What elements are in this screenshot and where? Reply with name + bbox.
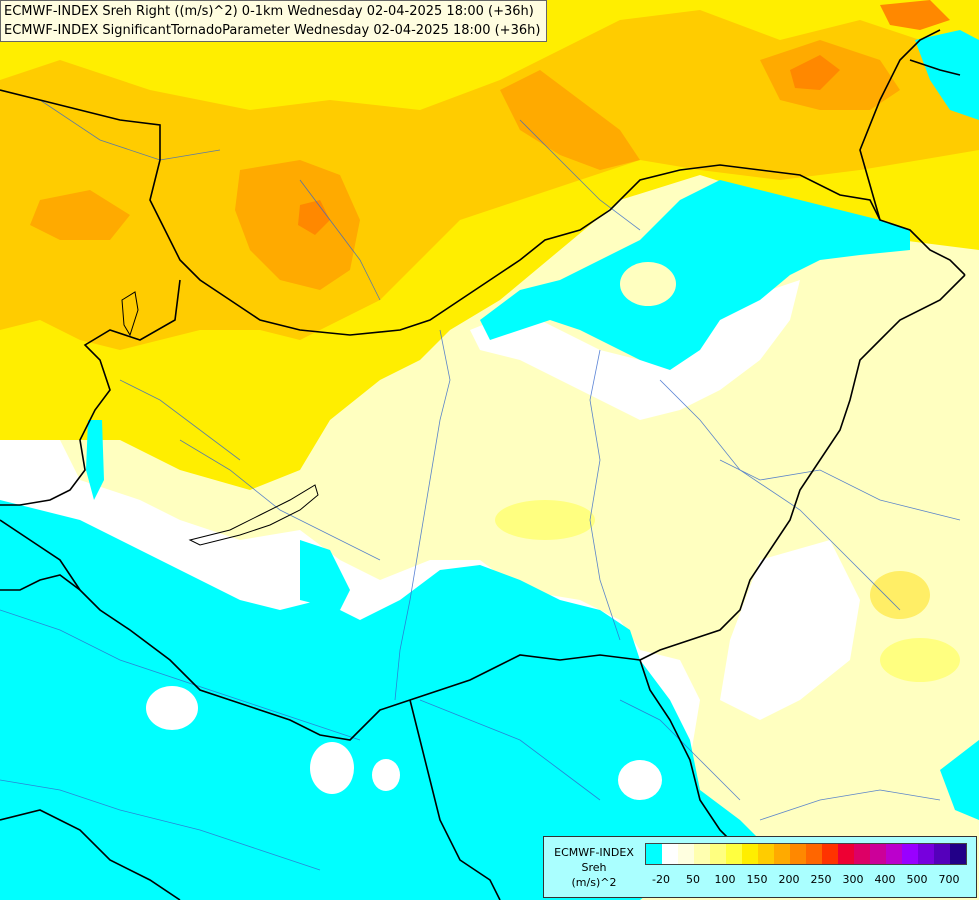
legend-swatch [646,844,662,864]
legend-swatch [758,844,774,864]
legend-swatch [902,844,918,864]
field-gold-north [0,10,979,350]
border-north [0,89,966,336]
field-white-zone-2 [470,280,800,420]
lake-small [121,291,139,337]
legend-swatches [645,843,967,865]
legend-swatch [918,844,934,864]
legend-swatch [838,844,854,864]
legend-swatch [822,844,838,864]
border-south-2 [409,699,501,900]
legend-tick: 400 [874,873,896,886]
legend-tick: 300 [842,873,864,886]
legend-swatch [806,844,822,864]
legend-swatch [950,844,966,864]
color-legend: ECMWF-INDEX Sreh (m/s)^2 -20 50 100 150 200 2… [543,836,977,898]
legend-swatch [790,844,806,864]
border-east [639,274,966,661]
legend-swatch [854,844,870,864]
field-cyan-south [0,500,760,900]
rivers [0,99,961,871]
field-white-hole-4 [618,760,662,800]
border-southwest [0,519,181,900]
field-cyan-west-pocket [86,420,350,610]
legend-swatch [742,844,758,864]
legend-tick: 200 [778,873,800,886]
legend-swatch [726,844,742,864]
field-yellow-patch-east-2 [880,638,960,682]
legend-tick: 250 [810,873,832,886]
legend-swatch [886,844,902,864]
map-title-box: ECMWF-INDEX Sreh Right ((m/s)^2) 0-1km W… [0,0,547,42]
legend-swatch [662,844,678,864]
map-title-line2: ECMWF-INDEX SignificantTornadoParameter … [4,23,541,38]
map-title-line1: ECMWF-INDEX Sreh Right ((m/s)^2) 0-1km W… [4,4,534,19]
field-pale-blob [620,262,676,306]
field-cyan-east-edge [915,30,979,820]
field-yellow-patch-center [495,500,595,540]
legend-tick: 50 [686,873,700,886]
legend-title-line2: Sreh [581,861,607,874]
legend-swatch [678,844,694,864]
border-south-3 [639,659,741,851]
field-white-hole-3 [372,759,400,791]
field-white-hole-2 [310,742,354,794]
borders [0,29,966,900]
legend-tick: 150 [746,873,768,886]
legend-swatch [694,844,710,864]
legend-tick: 100 [714,873,736,886]
legend-ticks: -20 50 100 150 200 250 300 400 500 700 [645,873,975,889]
legend-tick: 700 [938,873,960,886]
legend-title-line1: ECMWF-INDEX [554,846,634,859]
legend-title-line3: (m/s)^2 [571,876,617,889]
field-white-zone-3 [720,540,860,720]
field-yellow-patch-east [870,571,930,619]
legend-swatch [934,844,950,864]
legend-swatch [870,844,886,864]
border-south [0,574,641,741]
legend-swatch [774,844,790,864]
field-orange-north [30,40,900,290]
border-west [0,279,181,506]
legend-tick: 500 [906,873,928,886]
lake-balaton [188,484,319,546]
field-white-hole-1 [146,686,198,730]
legend-swatch [710,844,726,864]
legend-title: ECMWF-INDEX Sreh (m/s)^2 [544,845,644,890]
border-northeast [859,29,961,221]
field-cyan-northeast [480,180,910,370]
legend-tick: -20 [652,873,670,886]
